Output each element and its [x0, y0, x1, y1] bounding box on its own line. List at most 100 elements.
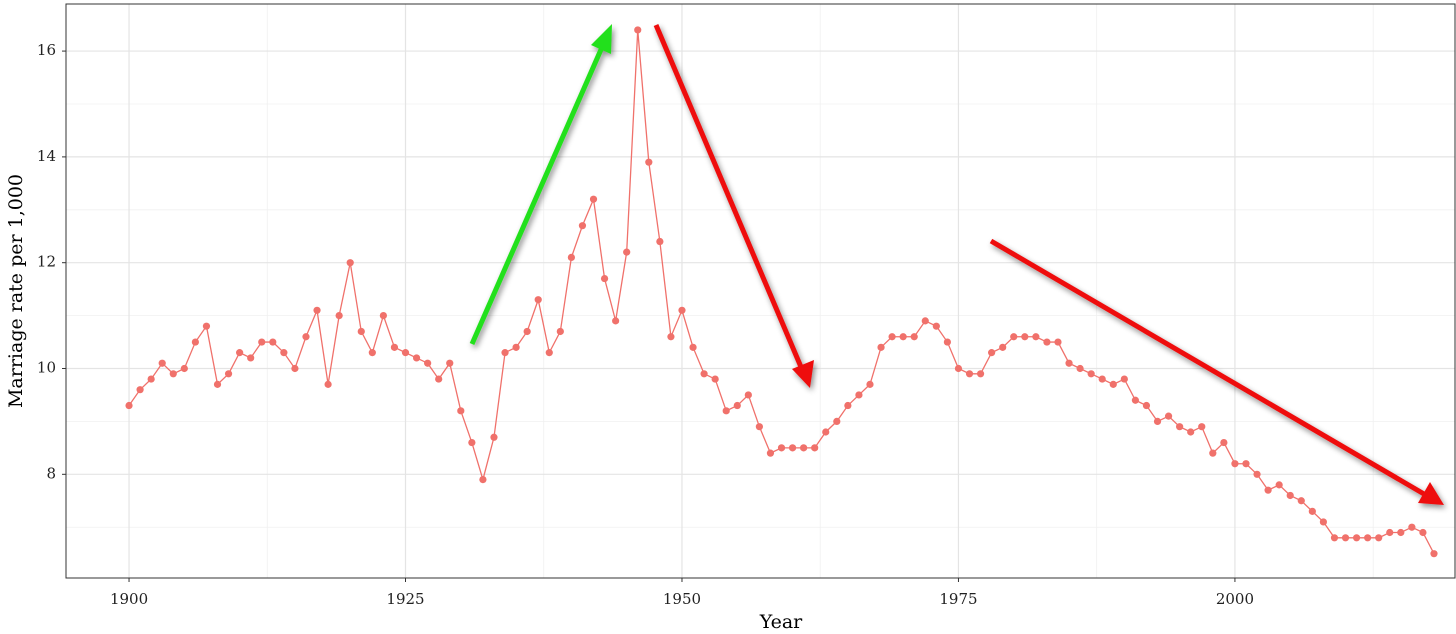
- point: [1131, 396, 1139, 404]
- point: [291, 364, 299, 373]
- point: [446, 359, 454, 367]
- arrow-down: [653, 24, 814, 388]
- point: [623, 248, 631, 256]
- point: [700, 370, 708, 378]
- point: [600, 274, 609, 283]
- point: [744, 391, 752, 399]
- point: [213, 380, 222, 388]
- x-tick-label: 1925: [386, 590, 424, 608]
- point: [788, 444, 797, 452]
- point: [667, 333, 675, 341]
- point: [567, 253, 575, 262]
- point: [545, 349, 553, 357]
- point: [534, 296, 542, 304]
- point: [180, 364, 188, 373]
- point: [589, 195, 598, 203]
- annotation-arrows: [469, 24, 1444, 505]
- point: [390, 343, 399, 351]
- point: [490, 433, 498, 441]
- point: [910, 333, 918, 341]
- point: [1297, 497, 1305, 505]
- point: [822, 428, 830, 436]
- point: [1430, 550, 1438, 558]
- point: [1308, 507, 1316, 515]
- point: [800, 444, 808, 452]
- y-tick-label: 16: [37, 41, 56, 59]
- point: [932, 322, 940, 330]
- y-tick-label: 8: [46, 464, 56, 482]
- plot: [125, 26, 1438, 558]
- point: [866, 380, 874, 388]
- x-tick-label: 1950: [663, 590, 701, 608]
- point: [523, 327, 531, 336]
- point: [1087, 370, 1095, 378]
- point: [136, 386, 144, 394]
- point: [1098, 375, 1106, 383]
- arrow-down-long: [989, 238, 1444, 505]
- point: [634, 26, 642, 34]
- point: [224, 370, 233, 378]
- point: [1264, 486, 1272, 494]
- panel-border: [65, 3, 1456, 579]
- point: [1176, 423, 1184, 431]
- point: [1220, 438, 1228, 447]
- point: [280, 349, 288, 357]
- point: [833, 417, 841, 426]
- point: [1286, 491, 1294, 500]
- x-tick-label: 2000: [1216, 590, 1254, 608]
- point: [1120, 375, 1128, 383]
- point: [1021, 333, 1029, 341]
- point: [999, 343, 1007, 351]
- point: [988, 349, 996, 357]
- point: [733, 401, 741, 410]
- point: [954, 364, 963, 373]
- point: [468, 438, 476, 447]
- point: [191, 338, 199, 346]
- point: [424, 359, 432, 367]
- point: [777, 444, 786, 452]
- point: [921, 317, 929, 325]
- point: [1253, 470, 1261, 478]
- point: [1076, 364, 1084, 373]
- point: [1397, 528, 1405, 537]
- point: [1164, 412, 1173, 420]
- point: [1275, 481, 1283, 489]
- point: [202, 322, 211, 330]
- point: [379, 312, 387, 320]
- y-axis-title: Marriage rate per 1,000: [5, 174, 27, 408]
- point: [258, 338, 266, 346]
- point: [412, 354, 421, 362]
- point: [1054, 338, 1062, 346]
- point: [1386, 528, 1394, 537]
- point: [1209, 449, 1217, 457]
- point: [766, 449, 775, 457]
- point: [711, 375, 719, 383]
- point: [722, 407, 730, 415]
- x-axis-title: Year: [759, 611, 803, 633]
- point: [169, 370, 177, 378]
- point: [1242, 460, 1250, 468]
- point: [236, 349, 244, 357]
- point: [877, 343, 885, 351]
- point: [1375, 534, 1383, 542]
- point: [302, 333, 310, 341]
- point: [556, 327, 564, 336]
- point: [1043, 338, 1051, 346]
- point: [269, 338, 277, 346]
- point: [357, 327, 365, 336]
- point: [943, 338, 951, 346]
- point: [368, 349, 376, 357]
- x-tick-label: 1975: [939, 590, 977, 608]
- point: [899, 333, 907, 341]
- point: [324, 380, 332, 388]
- point: [656, 237, 664, 246]
- point: [1364, 534, 1372, 542]
- point: [147, 375, 155, 383]
- point: [1419, 528, 1427, 537]
- line: [128, 29, 1435, 554]
- point: [401, 349, 410, 357]
- point: [855, 391, 863, 399]
- point: [335, 312, 343, 320]
